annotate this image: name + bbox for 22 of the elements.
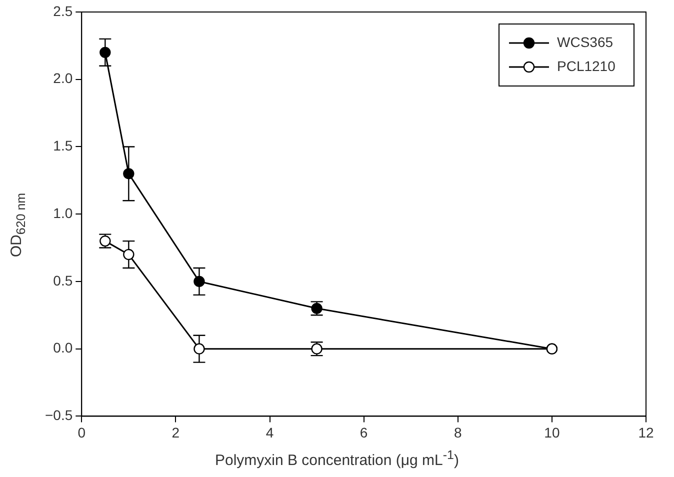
y-tick-label: 2.0	[53, 70, 73, 86]
x-axis-title: Polymyxin B concentration (μg mL$^{-1}$)	[214, 448, 460, 469]
point	[123, 248, 134, 260]
x-tick-label: 10	[544, 424, 560, 440]
point	[123, 168, 134, 180]
y-tick-label: 0.5	[53, 272, 73, 288]
x-tick-label: 2	[172, 424, 180, 440]
legend-label: WCS365	[557, 34, 614, 50]
y-tick-label: 0.0	[53, 340, 73, 356]
legend-label: PCL1210	[557, 58, 616, 74]
point	[100, 46, 111, 58]
x-tick-label: 0	[78, 424, 86, 440]
x-tick-label: 8	[454, 424, 462, 440]
point	[194, 276, 205, 288]
x-tick-label: 4	[266, 424, 274, 440]
x-tick-label: 12	[638, 424, 654, 440]
y-tick-label: 1.5	[53, 138, 73, 154]
point	[194, 343, 205, 354]
y-tick-label: 2.5	[53, 2, 73, 19]
y-tick-label: 1.0	[53, 204, 73, 221]
x-tick-label: 6	[360, 424, 368, 440]
y-tick-label: −0.5	[44, 407, 73, 424]
